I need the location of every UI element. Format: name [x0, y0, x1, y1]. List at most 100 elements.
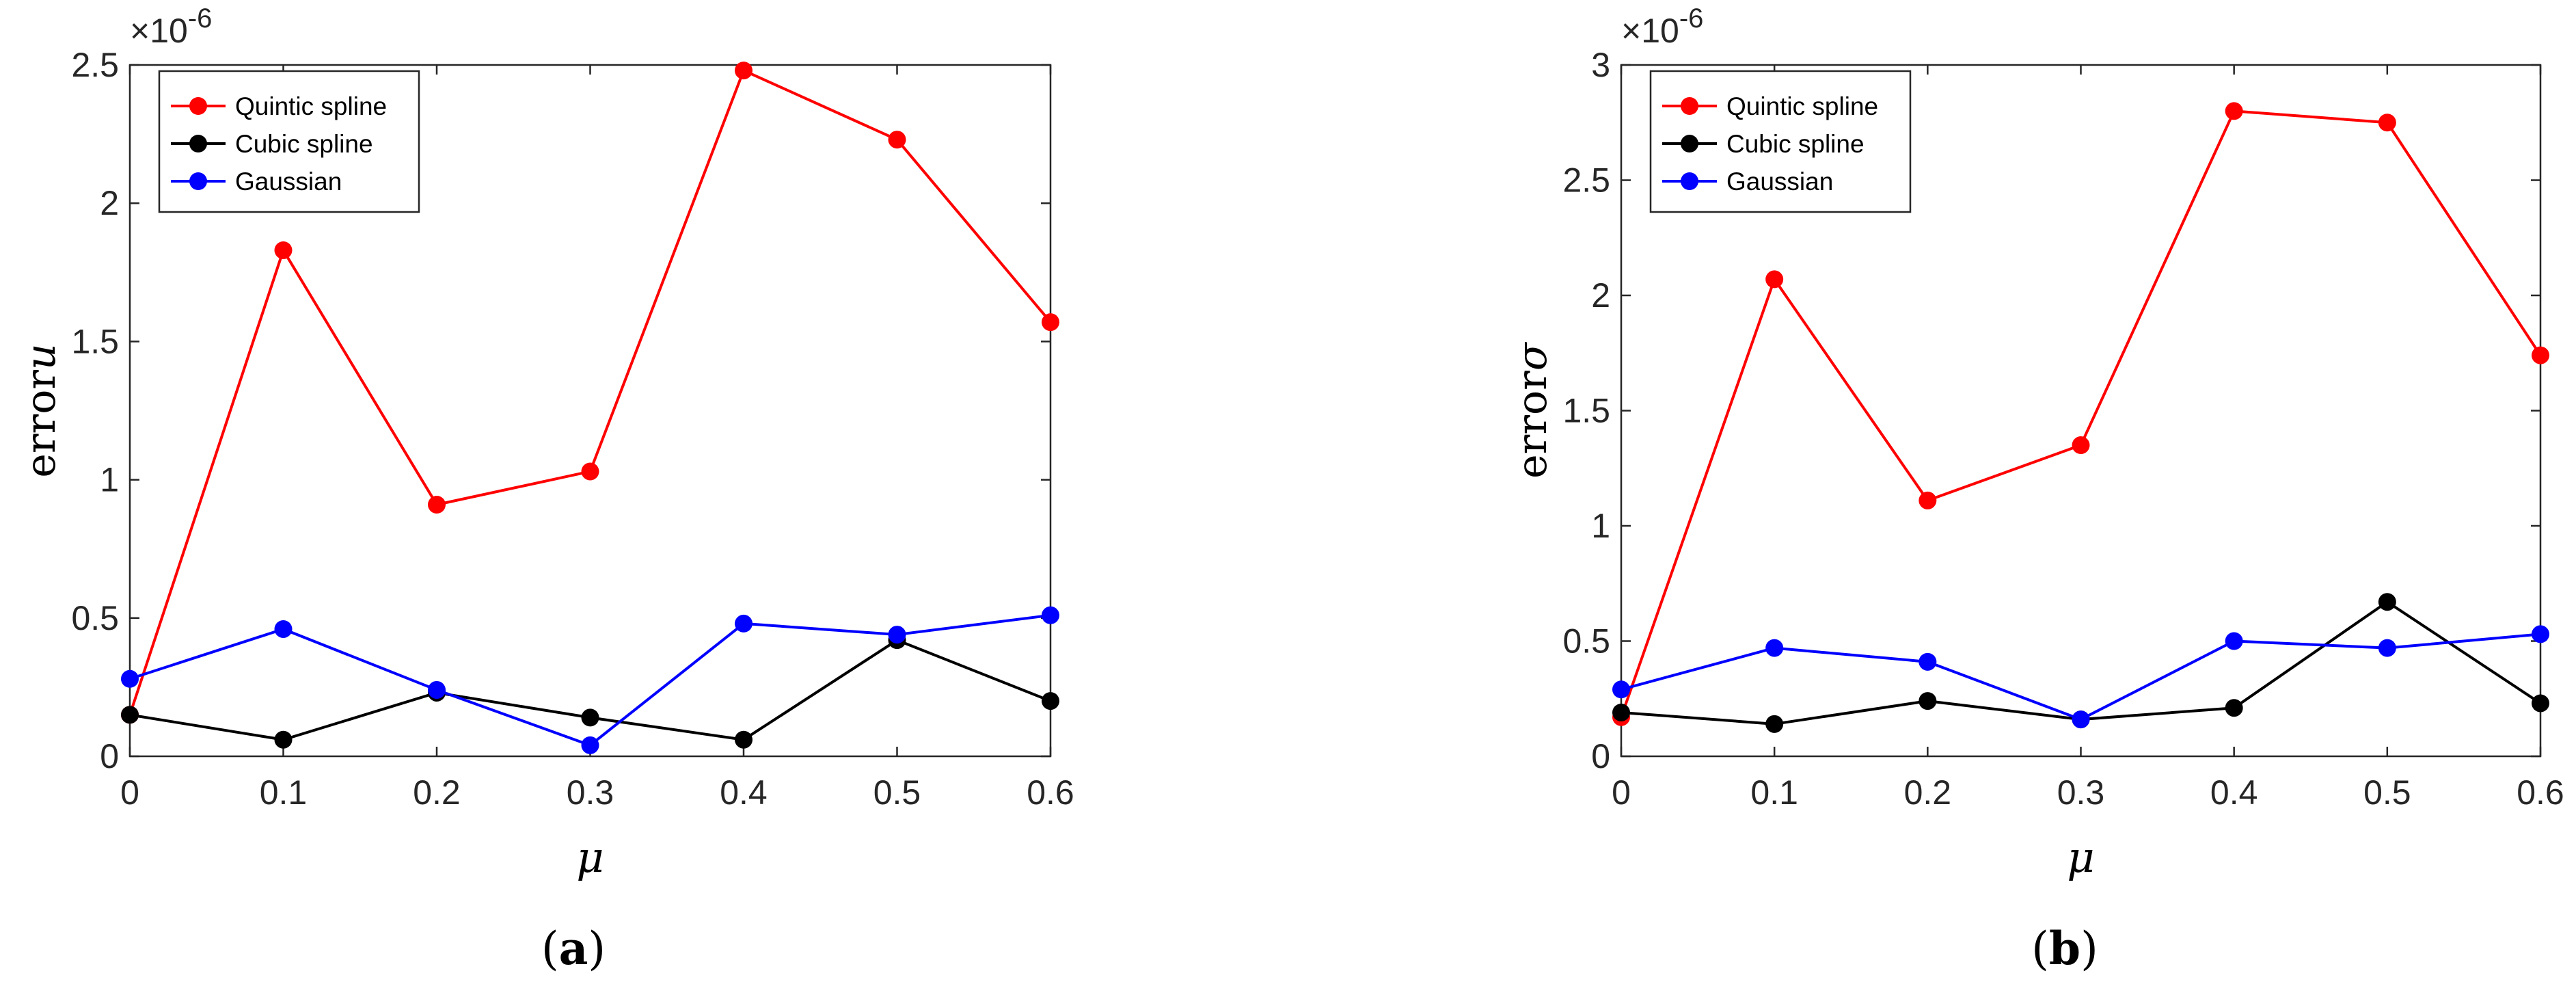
x-tick-label: 0.2: [413, 773, 461, 812]
data-point: [2072, 436, 2090, 455]
data-point: [1042, 313, 1059, 332]
exponent-power: -6: [188, 3, 213, 34]
legend-marker: [1681, 135, 1698, 152]
data-point: [1919, 491, 1937, 509]
y-axis-label-text: error: [17, 370, 65, 478]
legend-marker: [189, 172, 207, 190]
y-axis-label-symbol: u: [17, 343, 65, 370]
data-point: [121, 669, 139, 688]
caption-letter: a: [559, 922, 588, 975]
exponent-label: ×10-6: [1621, 3, 1703, 50]
x-tick-label: 0.4: [720, 773, 768, 812]
legend-marker: [1681, 172, 1698, 190]
caption-open: (: [541, 922, 559, 975]
data-point: [1042, 692, 1059, 710]
data-point: [581, 462, 599, 481]
x-tick-label: 0.5: [2363, 773, 2411, 812]
data-point: [2378, 639, 2396, 657]
y-tick-label: 0.5: [71, 599, 119, 637]
legend-item: Gaussian: [1662, 168, 1833, 196]
data-point: [2378, 593, 2396, 611]
x-tick-label: 0.3: [567, 773, 614, 812]
caption-open: (: [2031, 922, 2049, 975]
x-tick-label: 0.2: [1904, 773, 1952, 812]
legend-item: Gaussian: [171, 168, 342, 196]
data-point: [735, 614, 753, 633]
series-quintic-spline: [121, 62, 1059, 724]
legend-label: Cubic spline: [235, 130, 373, 158]
legend: Quintic spline Cubic spline Gaussian: [1649, 70, 1912, 213]
legend-item: Quintic spline: [171, 92, 387, 120]
data-point: [2532, 694, 2549, 713]
data-point: [2072, 710, 2090, 729]
data-point: [888, 131, 906, 149]
y-tick-label: 2.5: [71, 46, 119, 84]
x-tick-label: 0.3: [2057, 773, 2105, 812]
legend-marker: [189, 135, 207, 152]
legend-label: Gaussian: [235, 168, 342, 196]
data-point: [1042, 606, 1059, 624]
y-tick-label: 2: [1591, 276, 1610, 315]
x-tick-label: 0.6: [2517, 773, 2564, 812]
y-tick-label: 0.5: [1562, 622, 1610, 661]
x-tick-label: 0: [120, 773, 139, 812]
y-axis-label: erroru: [17, 343, 65, 477]
data-point: [1612, 703, 1630, 721]
y-tick-label: 1.5: [1562, 392, 1610, 430]
exponent-base: ×10: [130, 12, 188, 50]
y-axis-label: errorσ: [1508, 341, 1556, 479]
legend: Quintic spline Cubic spline Gaussian: [158, 70, 420, 213]
data-point: [2378, 114, 2396, 132]
y-tick-label: 0: [1591, 737, 1610, 775]
x-tick-label: 0.4: [2210, 773, 2258, 812]
data-point: [581, 736, 599, 754]
y-tick-label: 1: [1591, 507, 1610, 545]
x-axis-label: μ: [2067, 832, 2094, 882]
legend-label: Cubic spline: [1726, 130, 1865, 158]
caption: (a): [541, 922, 606, 975]
data-point: [428, 680, 446, 699]
y-tick-label: 1.5: [71, 322, 119, 360]
data-point: [2532, 625, 2549, 643]
x-tick-label: 0.1: [260, 773, 308, 812]
exponent-base: ×10: [1621, 12, 1679, 50]
exponent-label: ×10-6: [130, 3, 212, 50]
caption-close: ): [588, 922, 606, 975]
legend-item: Quintic spline: [1662, 92, 1878, 120]
series-gaussian: [1612, 625, 2549, 729]
data-point: [1765, 639, 1784, 657]
data-point: [1919, 652, 1937, 671]
y-tick-label: 2.5: [1562, 161, 1610, 200]
y-tick-label: 2: [100, 184, 119, 222]
caption-letter: b: [2049, 922, 2080, 975]
exponent-power: -6: [1679, 3, 1704, 34]
legend-label: Gaussian: [1726, 168, 1833, 196]
data-point: [1765, 270, 1784, 289]
data-point: [121, 706, 139, 724]
data-point: [2532, 346, 2549, 364]
legend-marker: [1681, 97, 1698, 115]
y-tick-label: 1: [100, 461, 119, 499]
x-tick-label: 0.6: [1027, 773, 1074, 812]
series-gaussian: [121, 606, 1059, 754]
data-point: [1919, 692, 1937, 710]
y-axis-label-text: error: [1508, 371, 1556, 479]
data-point: [888, 626, 906, 644]
legend-item: Cubic spline: [1662, 130, 1865, 158]
data-point: [1612, 680, 1630, 699]
data-point: [735, 62, 753, 80]
data-point: [735, 730, 753, 749]
data-point: [2225, 102, 2243, 120]
y-tick-label: 0: [100, 737, 119, 775]
legend-label: Quintic spline: [1726, 92, 1878, 120]
data-point: [2225, 632, 2243, 650]
data-point: [274, 730, 293, 749]
caption-close: ): [2080, 922, 2098, 975]
data-point: [274, 620, 293, 638]
data-point: [2225, 699, 2243, 717]
data-point: [428, 495, 446, 514]
chart-b: 0 0.5 1 1.5 2 2.5 3 0 0.1 0.2 0.3 0.4 0.5 0.6 ×10-6 err…: [1508, 3, 2564, 975]
legend-marker: [189, 97, 207, 115]
data-point: [274, 241, 293, 259]
